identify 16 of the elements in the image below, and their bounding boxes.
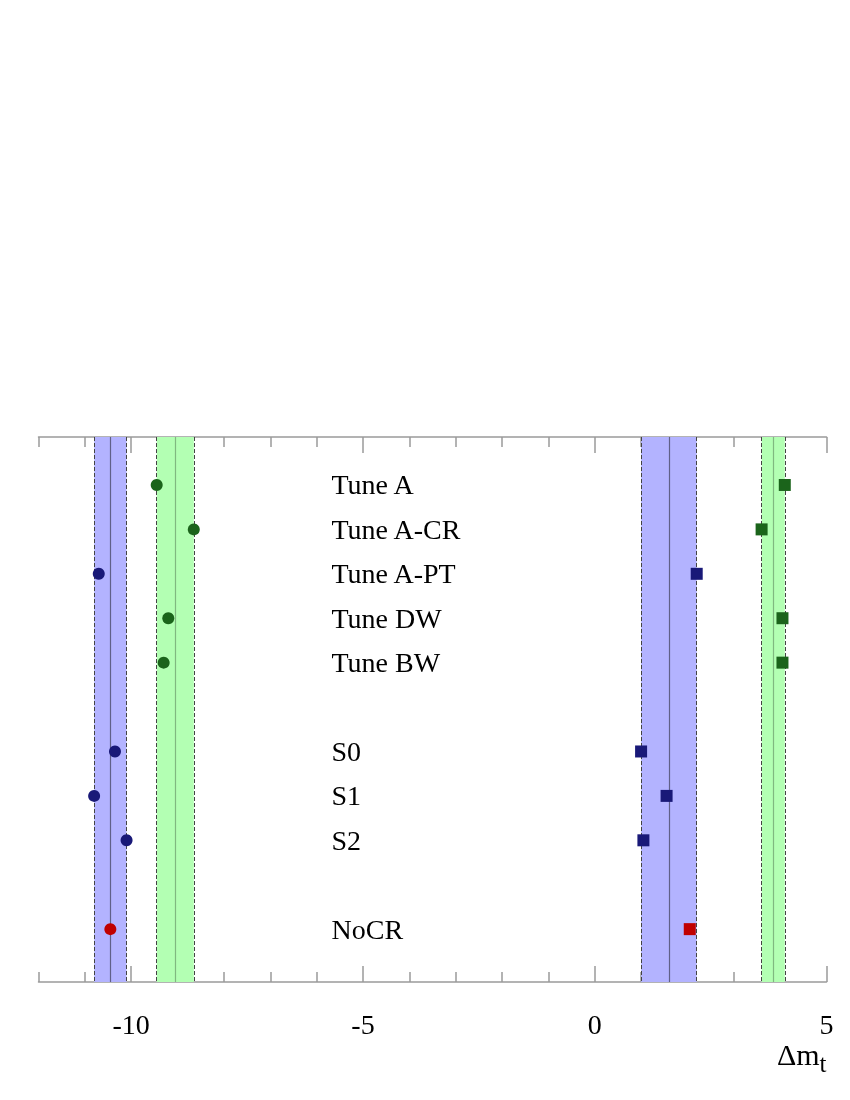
x-tick-label: -10 (112, 1008, 150, 1040)
point (683, 923, 696, 936)
y-tick-label: S2 (331, 824, 362, 856)
y-tick-label: Tune DW (331, 602, 443, 634)
point (104, 923, 117, 936)
y-tick-label: S0 (331, 735, 362, 767)
x-tick-label: 0 (587, 1008, 602, 1040)
x-tick-label: -5 (351, 1008, 375, 1040)
y-tick-label: Tune BW (331, 647, 441, 679)
y-tick-label: Tune A-PT (331, 558, 456, 590)
y-tick-label: NoCR (331, 913, 404, 945)
y-tick-label: Tune A (331, 469, 415, 501)
y-tick-label: Tune A-CR (331, 513, 461, 545)
y-tick-label: S1 (331, 780, 362, 812)
x-tick-label: 5 (819, 1008, 834, 1040)
x-axis-title: Δm$_{t}$ (776, 1038, 827, 1079)
